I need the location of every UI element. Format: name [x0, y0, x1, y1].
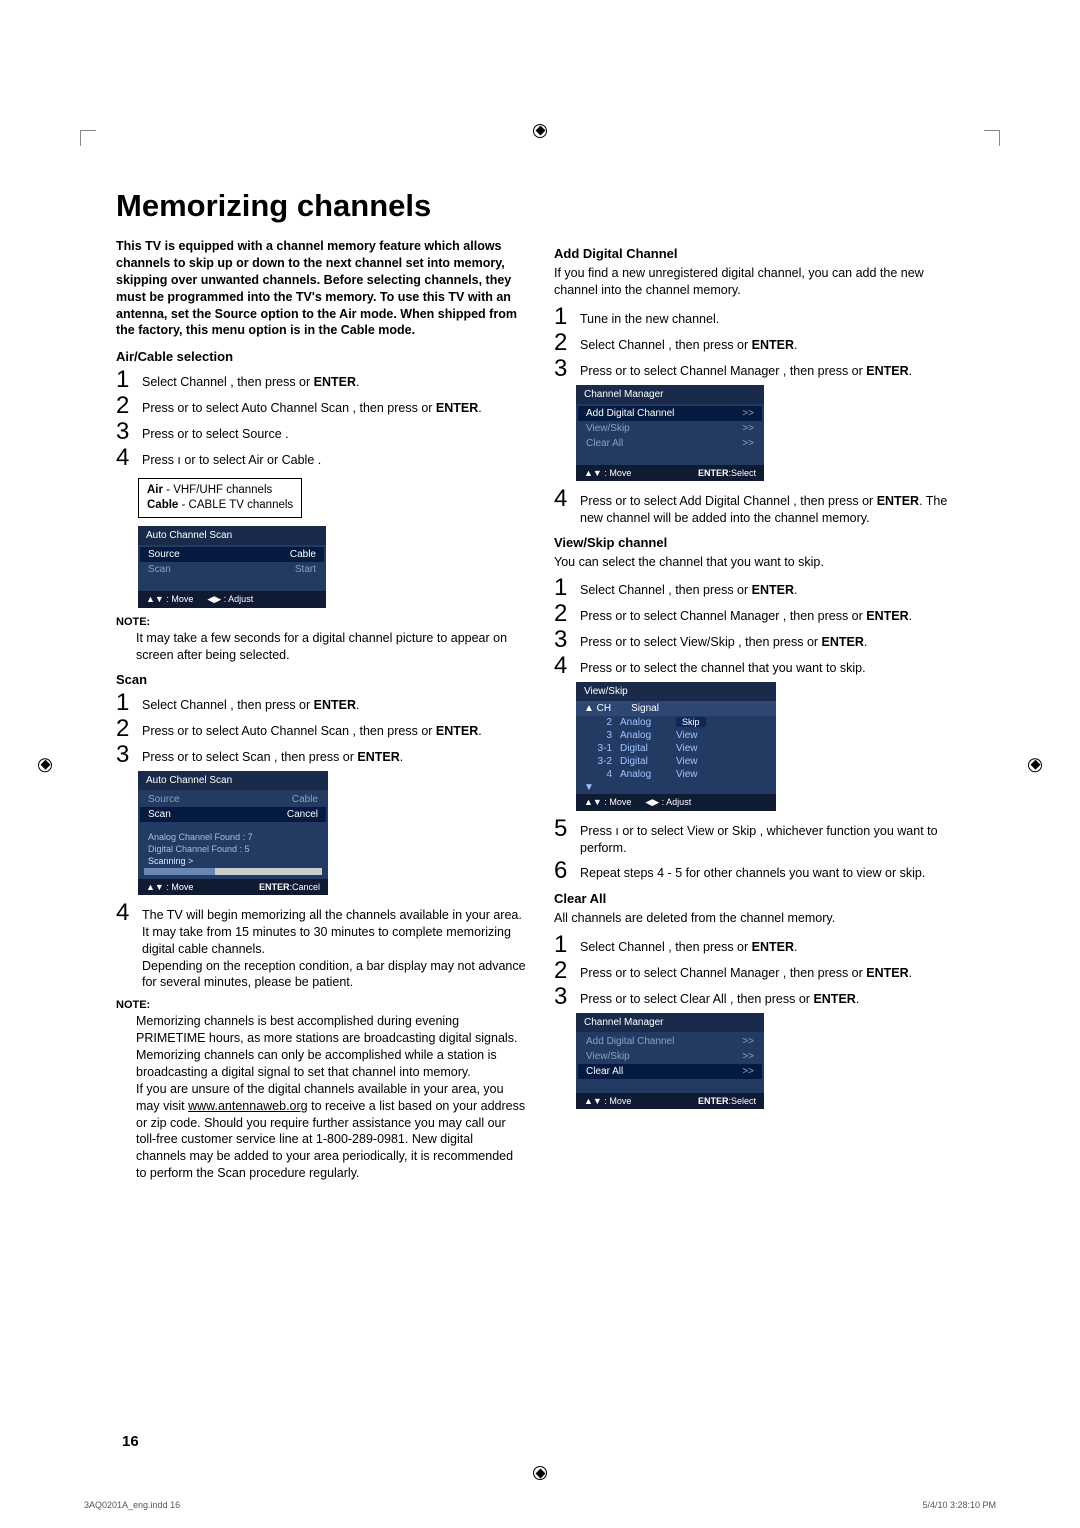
note-label: NOTE:	[116, 616, 526, 628]
info-box: Air - VHF/UHF channels Cable - CABLE TV …	[138, 478, 302, 518]
menu-channel-manager-clear: Channel Manager Add Digital Channel>> Vi…	[576, 1013, 764, 1109]
menu-auto-scan: Auto Channel Scan SourceCable ScanStart …	[138, 526, 326, 608]
crop-mark	[80, 130, 96, 146]
heading-viewskip: View/Skip channel	[554, 535, 964, 550]
crop-mark	[984, 130, 1000, 146]
step-num: 2	[116, 394, 134, 418]
menu-channel-manager: Channel Manager Add Digital Channel>> Vi…	[576, 385, 764, 481]
heading-scan: Scan	[116, 672, 526, 687]
intro-text: This TV is equipped with a channel memor…	[116, 238, 526, 339]
menu-viewskip: View/Skip ▲ CHSignal 2AnalogSkip 3Analog…	[576, 682, 776, 811]
progress-bar	[144, 868, 322, 875]
note-body: Memorizing channels is best accomplished…	[136, 1013, 526, 1182]
step-text: Press ı or to select Air or Cable .	[142, 446, 526, 469]
heading-clearall: Clear All	[554, 891, 964, 906]
step-num: 4	[116, 446, 134, 470]
step-num: 1	[116, 368, 134, 392]
reg-mark-right	[1028, 756, 1042, 772]
footer: 3AQ0201A_eng.indd 16 5/4/10 3:28:10 PM	[80, 1500, 1000, 1510]
left-column: This TV is equipped with a channel memor…	[116, 238, 526, 1182]
step-num: 3	[116, 420, 134, 444]
note-body: It may take a few seconds for a digital …	[136, 630, 526, 664]
step-text: Press or to select Source .	[142, 420, 526, 443]
footer-file: 3AQ0201A_eng.indd 16	[84, 1500, 180, 1510]
antennaweb-link[interactable]: www.antennaweb.org	[188, 1099, 308, 1113]
menu-title: Auto Channel Scan	[138, 526, 326, 545]
page-title: Memorizing channels	[116, 188, 964, 224]
reg-mark-left	[38, 756, 52, 772]
heading-add: Add Digital Channel	[554, 246, 964, 261]
footer-date: 5/4/10 3:28:10 PM	[922, 1500, 996, 1510]
page-number: 16	[122, 1433, 139, 1450]
note-label: NOTE:	[116, 999, 526, 1011]
page: Memorizing channels This TV is equipped …	[80, 130, 1000, 1468]
step-text: Press or to select Auto Channel Scan , t…	[142, 394, 526, 417]
heading-aircable: Air/Cable selection	[116, 349, 526, 364]
right-column: Add Digital Channel If you find a new un…	[554, 238, 964, 1182]
menu-auto-scan-progress: Auto Channel Scan SourceCable ScanCancel…	[138, 771, 328, 895]
step-text: Select Channel , then press or ENTER.	[142, 368, 526, 391]
